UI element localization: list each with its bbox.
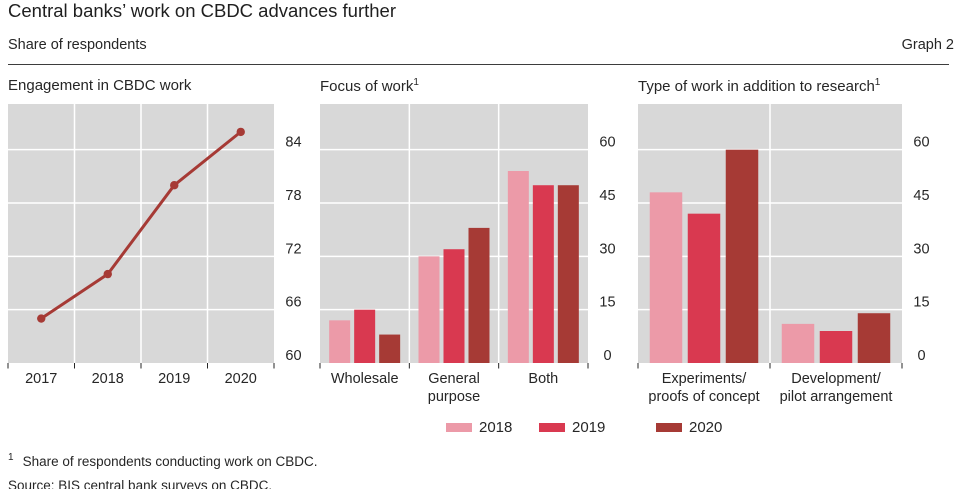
legend-label-2019: 2019 bbox=[572, 419, 606, 436]
panel-title-type-of-work: Type of work in addition to research1 bbox=[638, 77, 880, 95]
y-tick-label: 60 bbox=[599, 135, 615, 151]
y-tick-label: 78 bbox=[285, 188, 301, 204]
y-tick-label: 60 bbox=[913, 135, 929, 151]
panel-title-text: Focus of work bbox=[320, 78, 414, 95]
legend-swatch-2018 bbox=[446, 423, 472, 432]
footnote-text: Share of respondents conducting work on … bbox=[22, 453, 318, 469]
panel-title-text: Type of work in addition to research bbox=[638, 78, 875, 95]
y-tick-label: 30 bbox=[599, 241, 615, 257]
legend-label-2020: 2020 bbox=[689, 419, 723, 436]
graph-number: Graph 2 bbox=[901, 37, 954, 53]
line-chart-engagement: 60 66 72 78 84 2017 2018 2019 2020 bbox=[7, 104, 302, 387]
data-point bbox=[103, 269, 112, 279]
y-tick-label: 15 bbox=[913, 295, 929, 311]
line-series bbox=[40, 130, 242, 320]
footnote-marker: 1 bbox=[874, 77, 881, 88]
legend-swatch-2019 bbox=[539, 423, 565, 432]
panel-title-focus: Focus of work1 bbox=[320, 77, 419, 95]
x-category-label: Experiments/ bbox=[662, 371, 748, 387]
bar-2018 bbox=[649, 192, 683, 363]
panel-title-text: Engagement in CBDC work bbox=[8, 77, 192, 94]
x-category-label: 2018 bbox=[92, 371, 124, 387]
footnote-marker: 1 bbox=[8, 452, 14, 463]
bar-2020 bbox=[725, 149, 759, 363]
bar-2018 bbox=[418, 256, 440, 363]
y-tick-label: 60 bbox=[285, 348, 301, 364]
legend-item-2019: 2019 bbox=[539, 419, 606, 436]
y-tick-label: 84 bbox=[285, 135, 301, 151]
legend-swatch-2020 bbox=[656, 423, 682, 432]
legend-label-2018: 2018 bbox=[479, 419, 513, 436]
bar-2020 bbox=[857, 313, 891, 363]
bar-chart-focus-of-work: 0 15 30 45 60 Wholesale General purpose Both bbox=[319, 104, 616, 405]
y-tick-label: 45 bbox=[913, 188, 929, 204]
bar-2020 bbox=[557, 185, 579, 363]
data-point bbox=[170, 181, 179, 190]
x-category-label: 2020 bbox=[225, 371, 257, 387]
bar-2019 bbox=[819, 331, 853, 363]
legend-item-2020: 2020 bbox=[656, 419, 723, 436]
x-category-label: purpose bbox=[428, 389, 480, 405]
bar-2020 bbox=[379, 334, 401, 363]
figure-title: Central banks’ work on CBDC advances fur… bbox=[8, 0, 396, 21]
bar-2018 bbox=[781, 323, 815, 363]
footnote: 1 Share of respondents conducting work on… bbox=[8, 452, 317, 469]
y-tick-label: 30 bbox=[913, 241, 929, 257]
legend-item-2018: 2018 bbox=[446, 419, 513, 436]
data-point bbox=[37, 314, 46, 323]
bar-2020 bbox=[468, 227, 490, 363]
y-tick-label: 72 bbox=[285, 241, 301, 257]
x-category-label: 2017 bbox=[25, 371, 57, 387]
panel-title-engagement: Engagement in CBDC work bbox=[8, 77, 191, 94]
x-category-label: General bbox=[428, 371, 480, 387]
x-category-label: Development/ bbox=[791, 371, 881, 387]
bar-2019 bbox=[443, 249, 465, 363]
x-category-label: 2019 bbox=[158, 371, 190, 387]
y-tick-label: 45 bbox=[599, 188, 615, 204]
bar-2018 bbox=[507, 171, 529, 363]
bar-chart-type-of-work: 0 15 30 45 60 Experiments/proofs of concept De… bbox=[637, 104, 930, 405]
divider-line bbox=[8, 64, 949, 65]
x-category-label: Both bbox=[528, 371, 558, 387]
x-category-label: Wholesale bbox=[331, 371, 399, 387]
y-tick-label: 0 bbox=[917, 348, 925, 364]
bar-2019 bbox=[354, 309, 376, 363]
data-point bbox=[236, 127, 245, 137]
source-line: Source: BIS central bank surveys on CBDC… bbox=[8, 478, 273, 489]
bar-2018 bbox=[329, 320, 351, 363]
x-category-label: pilot arrangement bbox=[780, 389, 893, 405]
y-tick-label: 66 bbox=[285, 295, 301, 311]
footnote-marker: 1 bbox=[413, 77, 419, 88]
bar-2019 bbox=[687, 213, 721, 363]
bar-2019 bbox=[532, 185, 554, 363]
x-category-label: proofs of concept bbox=[648, 389, 759, 405]
figure-subtitle: Share of respondents bbox=[8, 37, 147, 53]
y-tick-label: 15 bbox=[599, 295, 615, 311]
y-tick-label: 0 bbox=[603, 348, 611, 364]
